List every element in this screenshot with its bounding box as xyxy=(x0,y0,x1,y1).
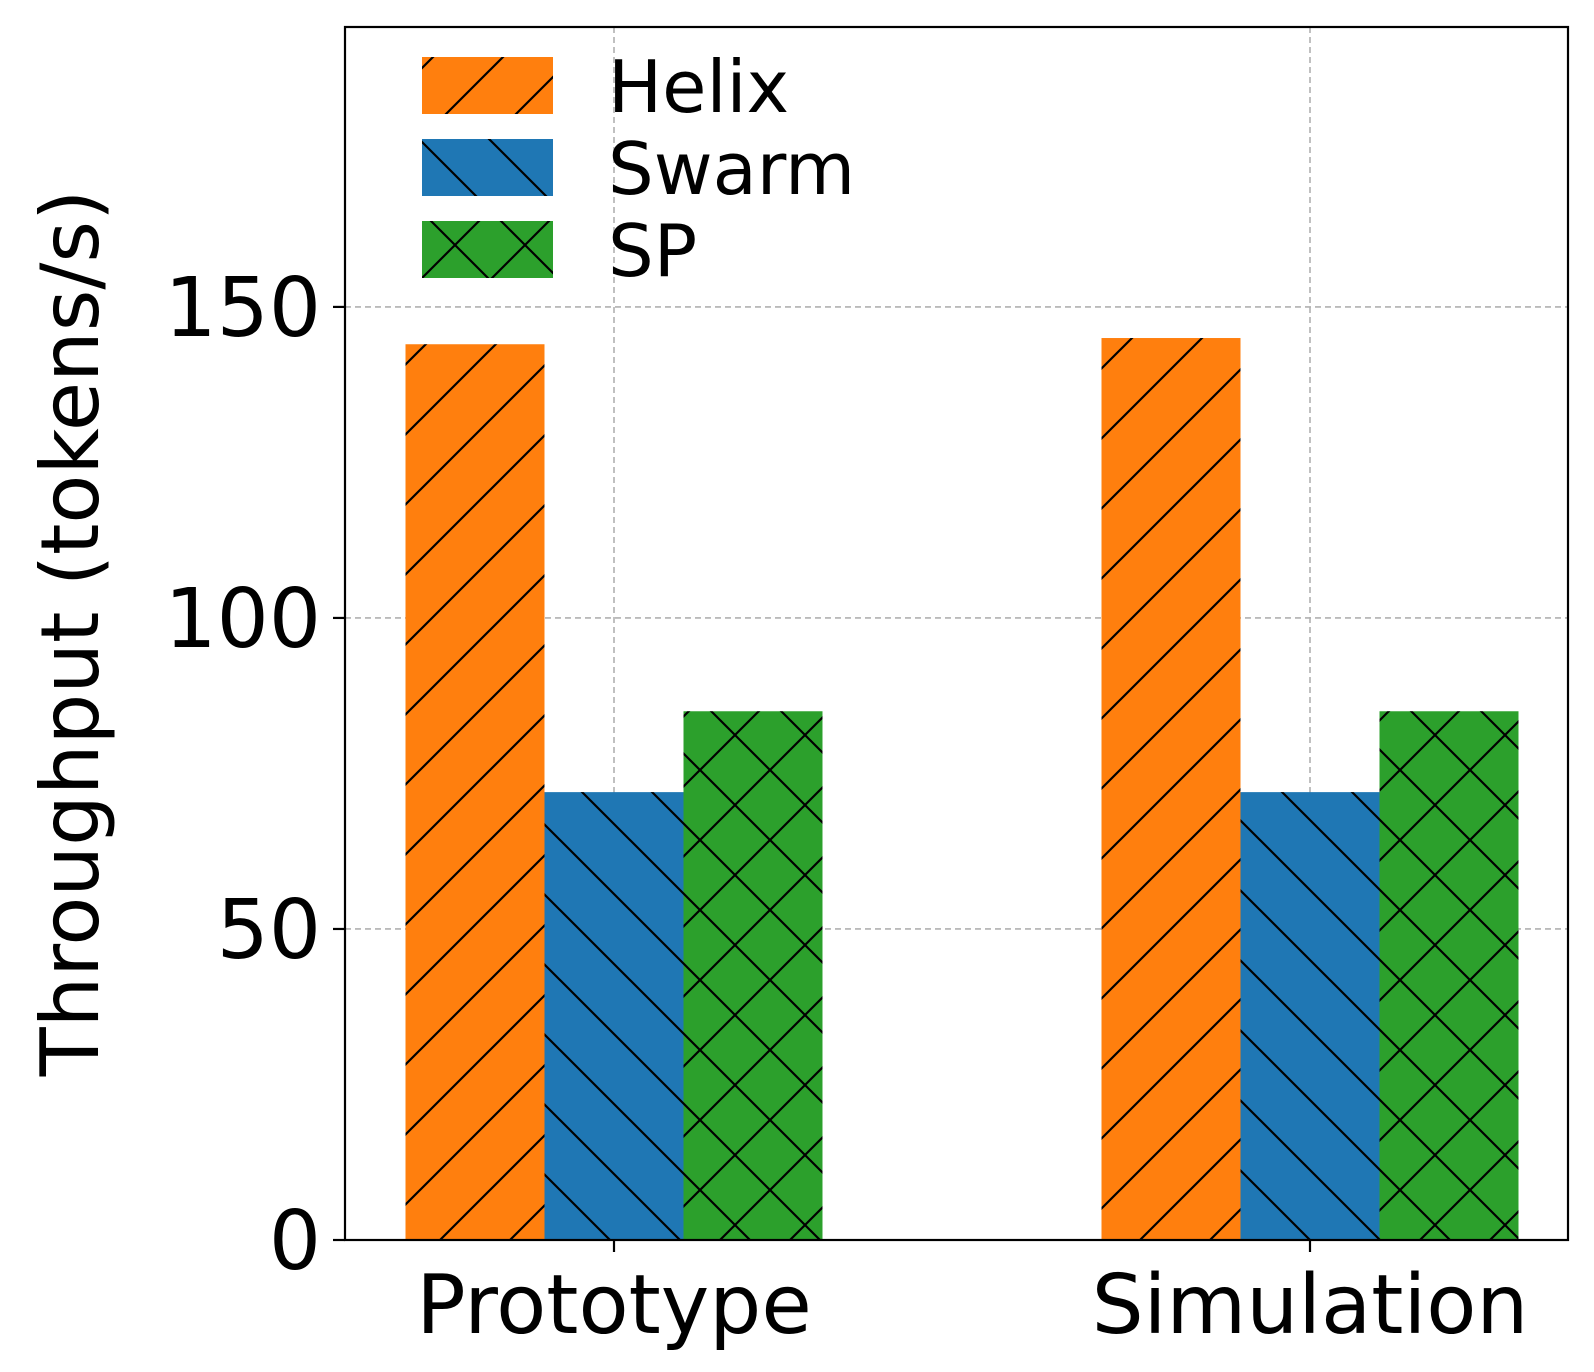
bar-sp-prototype xyxy=(683,711,823,1240)
x-tick-label-prototype: Prototype xyxy=(416,1258,812,1353)
legend-label-swarm: Swarm xyxy=(608,127,855,211)
y-axis-label: Throughput (tokens/s) xyxy=(24,190,117,1078)
x-tick-label-simulation: Simulation xyxy=(1092,1258,1529,1353)
bar-swarm-simulation xyxy=(1240,792,1380,1240)
bar-swarm-prototype xyxy=(544,792,684,1240)
legend-label-sp: SP xyxy=(608,209,697,293)
axis-ticks: 0 50 100 150 Prototype Simulation xyxy=(164,261,1528,1353)
legend-label-helix: Helix xyxy=(608,45,789,129)
y-tick-label-50: 50 xyxy=(217,883,321,978)
y-tick-label-150: 150 xyxy=(164,261,321,356)
legend-item-helix: Helix xyxy=(422,45,789,129)
y-tick-label-0: 0 xyxy=(269,1194,321,1289)
legend-item-swarm: Swarm xyxy=(422,127,855,211)
bar-sp-simulation xyxy=(1379,711,1519,1240)
plot-frame xyxy=(343,25,1570,1242)
legend-item-sp: SP xyxy=(422,209,697,293)
bar-helix-prototype xyxy=(405,344,545,1240)
y-tick-label-100: 100 xyxy=(164,572,321,667)
bar-helix-simulation xyxy=(1101,338,1241,1240)
bars xyxy=(405,338,1519,1240)
